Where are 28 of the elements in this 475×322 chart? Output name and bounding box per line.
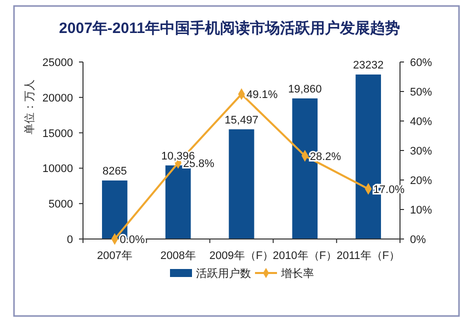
y2-tick-label: 40%	[410, 116, 432, 128]
x-tick-label: 2008年	[160, 250, 196, 262]
x-tick-label: 2011年（F）	[336, 250, 400, 262]
y-tick-label: 20000	[42, 92, 73, 104]
y2-tick-label: 10%	[410, 204, 432, 216]
x-tick-label: 2010年（F）	[272, 250, 337, 262]
y-tick-label: 10000	[42, 163, 73, 176]
bar	[228, 129, 254, 239]
y2-tick-label: 50%	[410, 86, 432, 98]
legend-label: 活跃用户数	[196, 267, 251, 280]
y-tick-label: 15000	[42, 128, 73, 140]
y2-tick-label: 60%	[410, 57, 432, 69]
chart-title: 2007年-2011年中国手机阅读市场活跃用户发展趋势	[59, 19, 400, 37]
y2-tick-label: 0%	[410, 234, 426, 246]
data-label: 8265	[102, 165, 127, 178]
data-label: 23232	[353, 60, 384, 72]
x-tick-label: 2007年	[96, 250, 132, 262]
y-axis-title: 单位：万人	[23, 80, 36, 134]
y-tick-label: 0	[66, 234, 73, 246]
y-tick-label: 25000	[42, 57, 73, 69]
data-label: 19,860	[288, 83, 322, 96]
y-tick-label: 5000	[48, 198, 73, 211]
data-label: 15,497	[224, 114, 258, 126]
legend-label: 增长率	[280, 267, 314, 280]
y2-tick-label: 20%	[410, 175, 432, 187]
x-tick-label: 2009年（F）	[209, 250, 274, 262]
data-label: 49.1%	[246, 89, 278, 102]
y2-tick-label: 30%	[410, 146, 432, 158]
